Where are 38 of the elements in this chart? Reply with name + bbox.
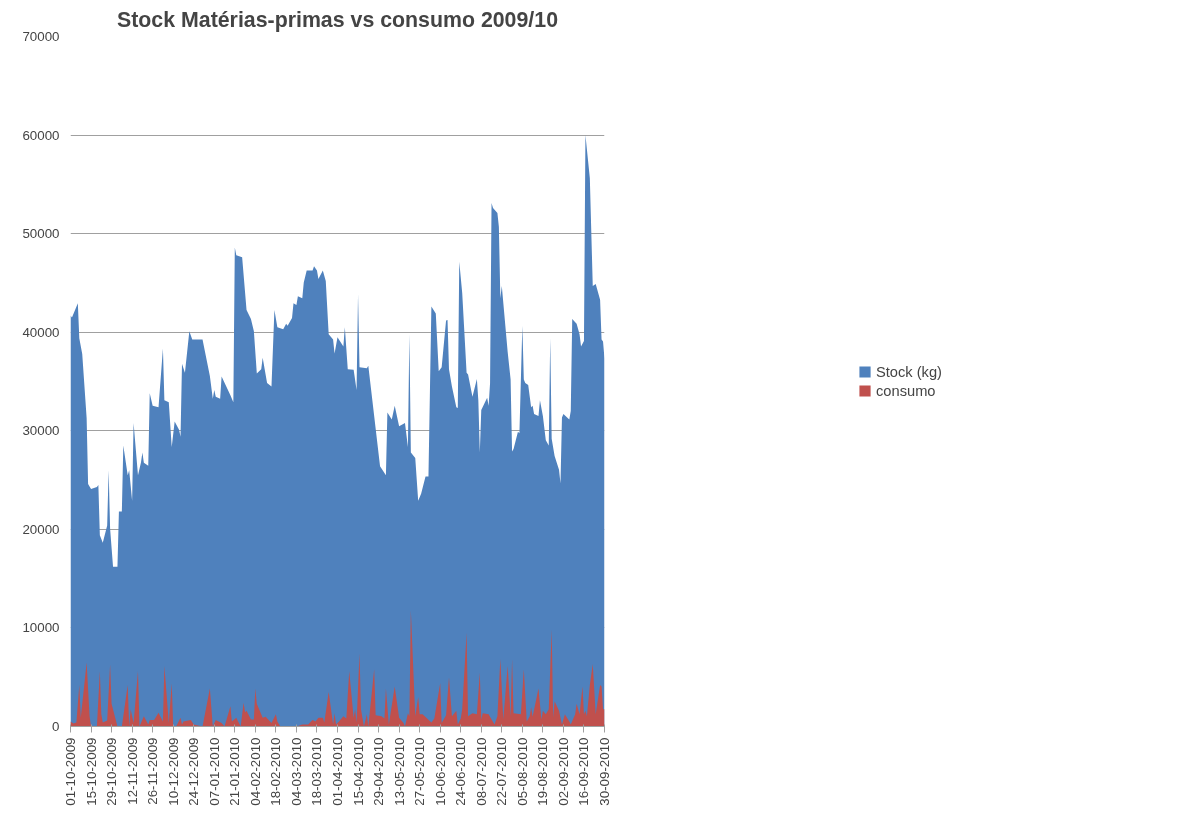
- x-tick-label: 02-09-2010: [555, 737, 571, 806]
- x-tick-label: 24-12-2009: [186, 737, 202, 806]
- x-tick-label: 16-09-2010: [576, 737, 592, 806]
- x-tick-label: 15-04-2010: [350, 737, 366, 806]
- y-tick-label: 40000: [22, 324, 60, 340]
- x-tick-label: 21-01-2010: [227, 737, 243, 806]
- x-tick-label: 27-05-2010: [412, 737, 428, 806]
- x-tick-label: 05-08-2010: [514, 737, 530, 806]
- x-tick-label: 30-09-2010: [597, 737, 612, 806]
- x-tick-label: 10-06-2010: [432, 737, 448, 806]
- x-tick-label: 01-10-2009: [63, 737, 78, 806]
- x-tick-label: 19-08-2010: [535, 737, 551, 806]
- x-tick-label: 04-03-2010: [288, 737, 304, 806]
- x-tick-label: 24-06-2010: [453, 737, 469, 806]
- y-tick-label: 60000: [22, 127, 60, 143]
- x-tick-label: 01-04-2010: [330, 737, 345, 806]
- x-tick-label: 04-02-2010: [247, 737, 263, 806]
- legend-label: Stock (kg): [876, 363, 942, 380]
- y-tick-label: 0: [52, 719, 60, 734]
- legend-label: consumo: [876, 382, 936, 399]
- x-tick-label: 10-12-2009: [165, 737, 181, 806]
- x-tick-label: 15-10-2009: [83, 737, 99, 806]
- y-tick-label: 20000: [22, 521, 60, 537]
- x-tick-label: 26-11-2009: [145, 737, 161, 805]
- x-tick-label: 18-03-2010: [309, 737, 325, 806]
- chart-title: Stock Matérias-primas vs consumo 2009/10: [117, 7, 559, 32]
- x-tick-label: 22-07-2010: [494, 737, 510, 806]
- x-tick-label: 29-04-2010: [371, 737, 387, 806]
- y-tick-label: 30000: [22, 423, 60, 439]
- x-tick-label: 18-02-2010: [268, 737, 284, 806]
- y-tick-label: 50000: [22, 226, 60, 242]
- x-tick-label: 08-07-2010: [473, 737, 489, 806]
- x-tick-label: 29-10-2009: [104, 737, 120, 806]
- y-tick-label: 10000: [22, 620, 60, 636]
- x-tick-label: 13-05-2010: [391, 737, 407, 806]
- x-tick-label: 12-11-2009: [124, 737, 140, 805]
- y-tick-label: 70000: [22, 29, 60, 44]
- x-tick-label: 07-01-2010: [206, 737, 222, 806]
